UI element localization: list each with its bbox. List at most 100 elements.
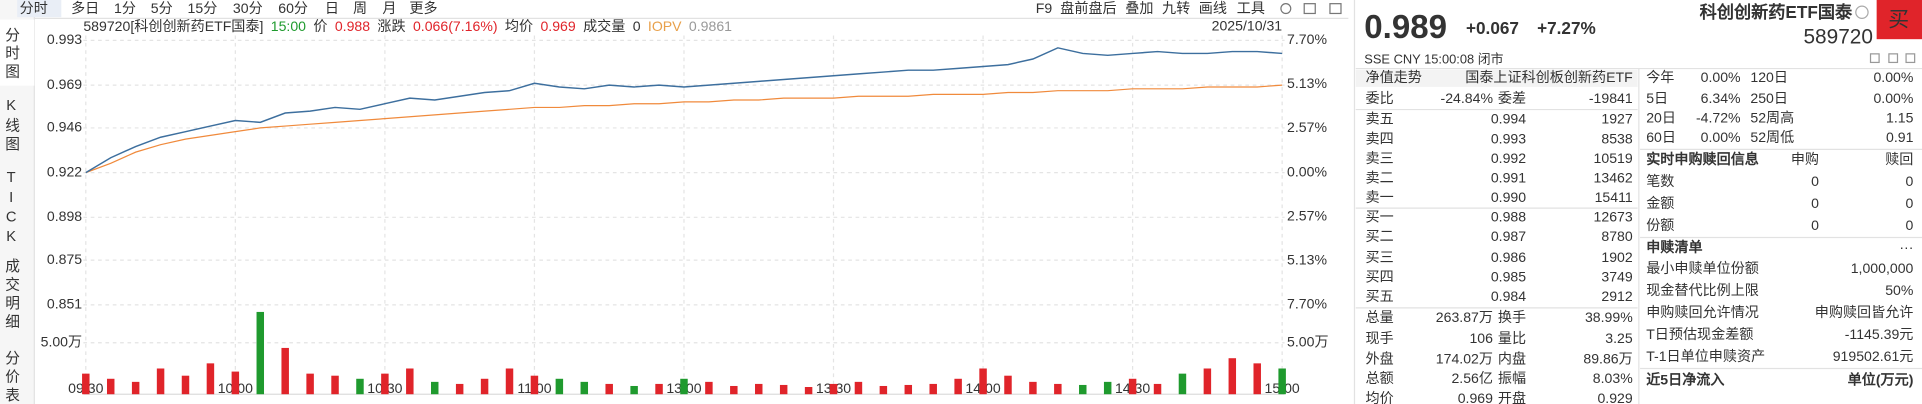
- side-tab[interactable]: 成交明细: [3, 258, 19, 332]
- cell-value: 0.993: [1491, 130, 1526, 146]
- toolbar-tool[interactable]: 工具: [1237, 0, 1265, 16]
- cell-value: 0.00%: [1873, 90, 1913, 106]
- cell-label: 外盘: [1366, 351, 1394, 367]
- cell-value: 申购赎回皆允许: [1815, 304, 1914, 320]
- cell-value: 0: [1906, 217, 1914, 233]
- nav-row-bg: [1355, 69, 1638, 87]
- volume-bar: [1278, 368, 1286, 395]
- price-line: [85, 47, 1283, 174]
- volume-tick-label: 5.00万: [1287, 334, 1329, 350]
- cell-value: 0.987: [1491, 228, 1526, 244]
- cell-label: 申购赎回允许情况: [1646, 304, 1759, 320]
- cell-label: 5日: [1646, 90, 1668, 106]
- menu-icon[interactable]: [1905, 53, 1916, 64]
- volume-bar: [730, 385, 738, 395]
- buy-label[interactable]: 买: [1888, 8, 1909, 31]
- cell-label: 份额: [1646, 217, 1674, 233]
- info-item: 0.9861: [689, 18, 732, 34]
- cell-label: 卖二: [1366, 169, 1394, 185]
- cell-label: 卖五: [1366, 111, 1394, 127]
- cell-value: 919502.61元: [1833, 348, 1914, 364]
- cell-value: 38.99%: [1585, 309, 1633, 325]
- link-icon[interactable]: [1888, 53, 1899, 64]
- info-item: 价: [313, 18, 327, 34]
- cell-label: T-1日单位申赎资产: [1646, 348, 1765, 364]
- toolbar-tool[interactable]: 叠加: [1125, 0, 1153, 16]
- y-tick-label: 0.969: [47, 76, 82, 92]
- cell-value: 2.56亿: [1451, 370, 1493, 386]
- volume-bar: [904, 384, 913, 395]
- cell-value: 0.994: [1491, 111, 1526, 127]
- cell-value: 1902: [1601, 249, 1633, 265]
- toolbar-tool[interactable]: 九转: [1162, 0, 1190, 16]
- cell-value: 赎回: [1885, 151, 1913, 167]
- cell-value: 0.986: [1491, 249, 1526, 265]
- cell-value: 8.03%: [1593, 370, 1633, 386]
- toolbar-tab[interactable]: 日: [325, 0, 339, 16]
- toolbar-icons[interactable]: [1280, 3, 1342, 15]
- side-tab[interactable]: 分时图: [3, 27, 19, 82]
- toolbar-tab[interactable]: 周: [353, 0, 367, 16]
- volume-bar: [630, 385, 638, 395]
- side-tab[interactable]: K线图: [3, 98, 19, 154]
- y2-tick-label: 0.00%: [1287, 163, 1327, 179]
- buy-button[interactable]: [1876, 0, 1922, 40]
- cell-label: 均价: [1366, 390, 1394, 404]
- chart-date: 2025/10/31: [1212, 18, 1283, 34]
- window-icon[interactable]: [1303, 3, 1316, 15]
- cell-value: 0: [1906, 173, 1914, 189]
- settings-icon[interactable]: [1280, 3, 1292, 15]
- volume-bar: [331, 375, 339, 395]
- volume-bar: [829, 383, 838, 395]
- volume-bar: [605, 383, 613, 395]
- toolbar-tab[interactable]: 1分: [114, 0, 136, 16]
- cell-label: 总额: [1366, 370, 1394, 386]
- y-tick-label: 0.993: [47, 31, 82, 47]
- cell-value: -4.72%: [1696, 109, 1741, 125]
- expand-icon[interactable]: [1329, 3, 1342, 15]
- info-icon[interactable]: [1855, 5, 1869, 19]
- cell-label: 委比: [1366, 90, 1394, 106]
- side-tab[interactable]: TICK: [3, 170, 19, 249]
- info-item: 0.988: [335, 18, 370, 34]
- volume-bar: [1079, 384, 1087, 395]
- cell-value: -19841: [1589, 90, 1633, 106]
- cell-value: 174.02万: [1436, 351, 1493, 367]
- side-tab[interactable]: 分价表: [3, 350, 19, 404]
- volume-bar: [1253, 363, 1261, 395]
- volume-bar: [954, 378, 962, 395]
- cell-value: 8780: [1601, 228, 1633, 244]
- toolbar-tab[interactable]: 更多: [409, 0, 437, 16]
- toolbar-tab[interactable]: 分时: [20, 0, 48, 16]
- volume-bar: [82, 373, 90, 395]
- toolbar-tab[interactable]: 60分: [278, 0, 308, 16]
- volume-bar: [480, 378, 489, 395]
- volume-bar: [1054, 383, 1062, 395]
- cell-label: 实时申购赎回信息: [1646, 151, 1759, 167]
- cell-value: 89.86万: [1583, 351, 1632, 367]
- toolbar-tab[interactable]: 5分: [151, 0, 173, 16]
- toolbar-tab[interactable]: 30分: [233, 0, 263, 16]
- toolbar-tab[interactable]: 月: [382, 0, 396, 16]
- volume-bar: [106, 378, 115, 395]
- volume-bar: [256, 311, 265, 395]
- toolbar-tab[interactable]: 多日: [71, 0, 99, 16]
- volume-bar: [131, 381, 140, 395]
- cell-value: 振幅: [1498, 370, 1526, 386]
- cell-label: 近5日净流入: [1646, 371, 1724, 387]
- cell-value: 52周低: [1750, 129, 1794, 145]
- edit-icon[interactable]: [1869, 53, 1880, 64]
- volume-bar: [406, 368, 414, 395]
- cell-label: 今年: [1646, 69, 1674, 85]
- toolbar-tool[interactable]: 画线: [1199, 0, 1227, 16]
- cell-label: 买二: [1366, 228, 1394, 244]
- fund-code: 589720: [1803, 25, 1872, 48]
- volume-bar: [854, 381, 863, 395]
- toolbar-tab[interactable]: 15分: [188, 0, 218, 16]
- cell-value: 6.34%: [1701, 90, 1741, 106]
- toolbar-tool[interactable]: F9: [1036, 0, 1053, 16]
- toolbar-tool[interactable]: 盘前盘后: [1060, 0, 1116, 16]
- chart-info: 589720[科创创新药ETF国泰] 15:00 价 0.988 涨跌 0.066(7.1…: [83, 18, 732, 34]
- volume-bar: [505, 368, 514, 395]
